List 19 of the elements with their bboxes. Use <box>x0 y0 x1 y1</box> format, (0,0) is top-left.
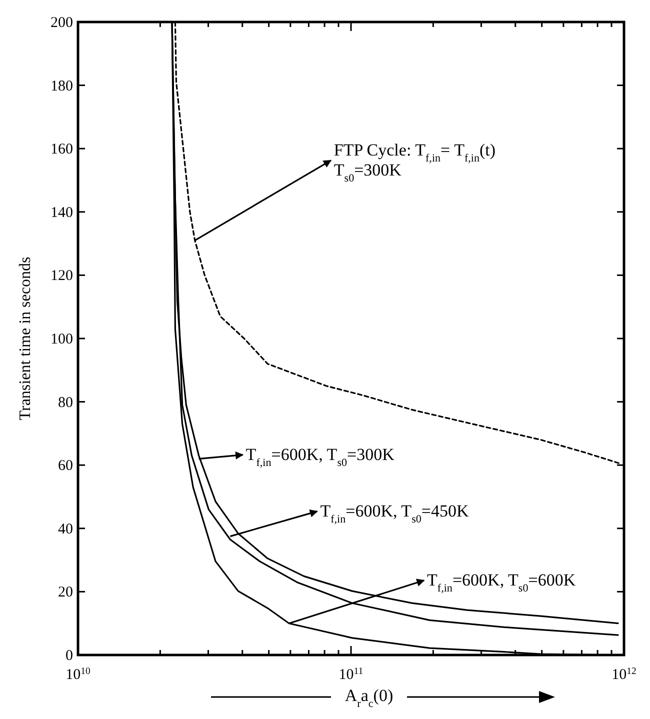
y-axis-title: Transient time in seconds <box>17 256 34 420</box>
y-tick-label: 40 <box>58 521 73 538</box>
x-tick-label: 10$^{12}$ <box>612 666 636 683</box>
y-tick-label: 200 <box>50 15 73 31</box>
annotation: T$_{f,in}$=600K, T$_{s0}$=450K <box>320 501 470 526</box>
x-tick-label: 10$^{11}$ <box>338 666 364 683</box>
x-tick-label: 10$^{10}$ <box>66 666 90 683</box>
y-tick-label: 100 <box>50 332 73 348</box>
y-tick-label: 0 <box>66 648 73 664</box>
y-tick-label: 20 <box>58 584 73 601</box>
y-tick-label: 80 <box>58 394 73 411</box>
y-tick-label: 60 <box>58 458 73 474</box>
y-tick-label: 140 <box>50 204 73 221</box>
y-tick-label: 160 <box>50 142 73 158</box>
annotation: T$_{f,in}$=600K, T$_{s0}$=300K <box>246 444 396 469</box>
x-axis-title: A$_{r}$a$_{c}$(0) <box>344 686 394 710</box>
y-tick-label: 180 <box>50 78 73 94</box>
annotation: T$_{f,in}$=600K, T$_{s0}$=600K <box>427 570 576 594</box>
y-tick-label: 120 <box>50 268 73 284</box>
